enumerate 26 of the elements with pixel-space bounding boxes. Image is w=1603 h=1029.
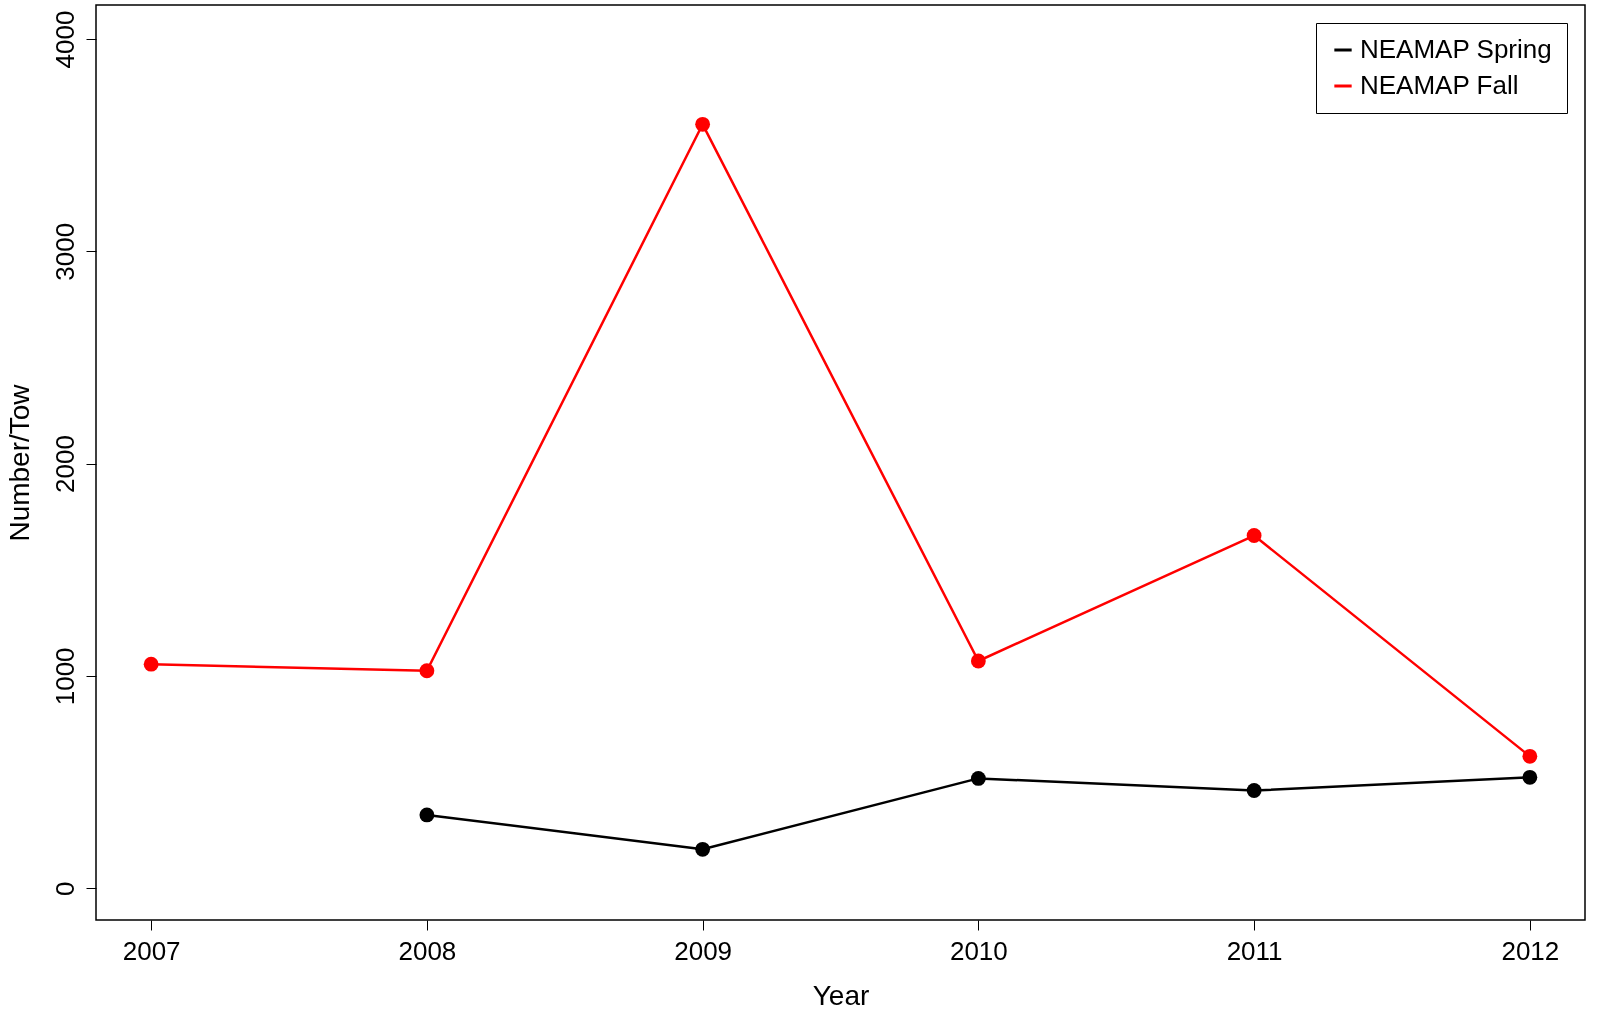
- x-tick-label: 2007: [122, 935, 181, 966]
- point: [419, 807, 435, 823]
- point: [1522, 769, 1538, 785]
- y-tick-label: 4000: [49, 10, 80, 69]
- y-tick-label: 1000: [49, 647, 80, 706]
- point: [970, 771, 986, 786]
- legend-label: NEAMAP Spring: [1360, 34, 1552, 64]
- y-tick-label: 0: [49, 881, 80, 896]
- point: [1246, 783, 1262, 798]
- x-tick-label: 2011: [1226, 935, 1283, 966]
- x-tick-label: 2010: [949, 935, 1008, 966]
- point: [1246, 528, 1262, 543]
- y-tick-label: 2000: [49, 435, 80, 493]
- x-axis-title: Year: [812, 979, 870, 1011]
- point: [1522, 748, 1538, 764]
- legend-label: NEAMAP Fall: [1360, 70, 1519, 100]
- point: [695, 841, 711, 857]
- point: [143, 656, 159, 672]
- point: [695, 116, 711, 132]
- y-axis-title: Number/Tow: [3, 383, 35, 542]
- x-tick-label: 2012: [1501, 935, 1560, 966]
- x-tick-label: 2008: [398, 935, 457, 966]
- x-tick-label: 2009: [674, 935, 733, 966]
- point: [970, 653, 986, 669]
- point: [419, 663, 435, 679]
- y-tick-label: 3000: [49, 222, 80, 281]
